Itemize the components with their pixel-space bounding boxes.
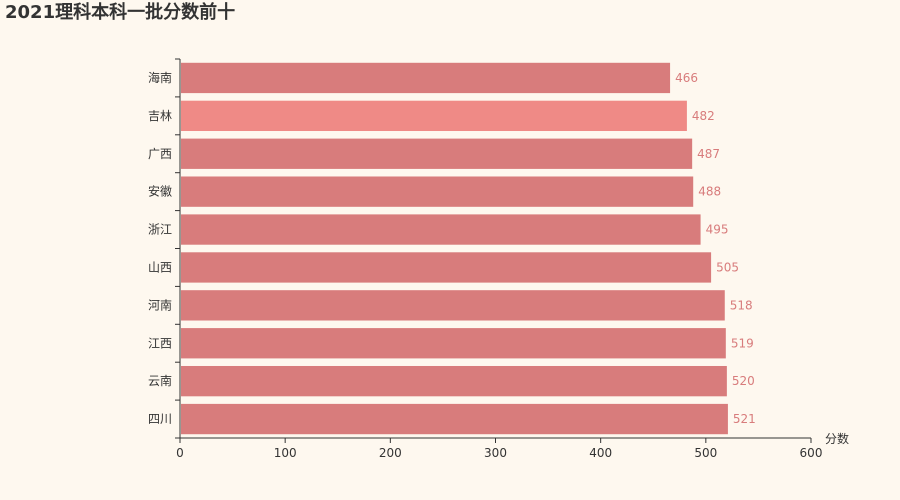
bar-浙江 [181,214,701,245]
bar-江西 [181,328,726,359]
bars-group [181,62,728,435]
bar-安徽 [181,176,694,207]
y-tick-label: 河南 [148,297,172,312]
data-label: 487 [697,147,720,161]
bar-吉林 [181,100,687,132]
x-tick-label: 100 [274,446,297,460]
x-tick-label: 200 [379,446,402,460]
data-labels: 521 520 519 518 505 495 488 487 482 466 [675,71,756,426]
bar-四川 [181,403,728,435]
data-label: 519 [731,336,754,350]
data-label: 521 [733,412,756,426]
y-tick-label: 山西 [148,260,172,274]
x-ticks: 0 100 200 300 400 500 600 [176,438,822,460]
x-tick-label: 0 [176,446,184,460]
y-tick-label: 浙江 [148,223,172,237]
bar-广西 [181,138,693,169]
y-tick-label: 广西 [148,147,172,161]
y-tick-label: 云南 [148,373,172,388]
y-tick-label: 江西 [148,336,172,350]
data-label: 518 [730,298,753,312]
bar-云南 [181,365,727,397]
x-tick-label: 500 [694,446,717,460]
data-label: 505 [716,260,739,274]
data-label: 520 [732,374,755,388]
bar-河南 [181,290,725,321]
x-tick-label: 400 [589,446,612,460]
data-label: 495 [706,223,729,237]
chart-title: 2021理科本科一批分数前十 [5,2,236,23]
x-axis-name: 分数 [825,431,849,446]
data-label: 466 [675,71,698,85]
bar-海南 [181,62,671,94]
data-label: 488 [698,185,721,199]
bar-山西 [181,252,712,283]
y-tick-label: 安徽 [148,184,172,199]
y-tick-label: 四川 [148,412,172,426]
x-tick-label: 300 [484,446,507,460]
y-tick-label: 海南 [148,70,172,85]
data-label: 482 [692,109,715,123]
y-tick-label: 吉林 [148,109,172,123]
x-tick-label: 600 [800,446,823,460]
y-tick-labels: 四川 云南 江西 河南 山西 浙江 安徽 广西 吉林 海南 [148,70,172,426]
